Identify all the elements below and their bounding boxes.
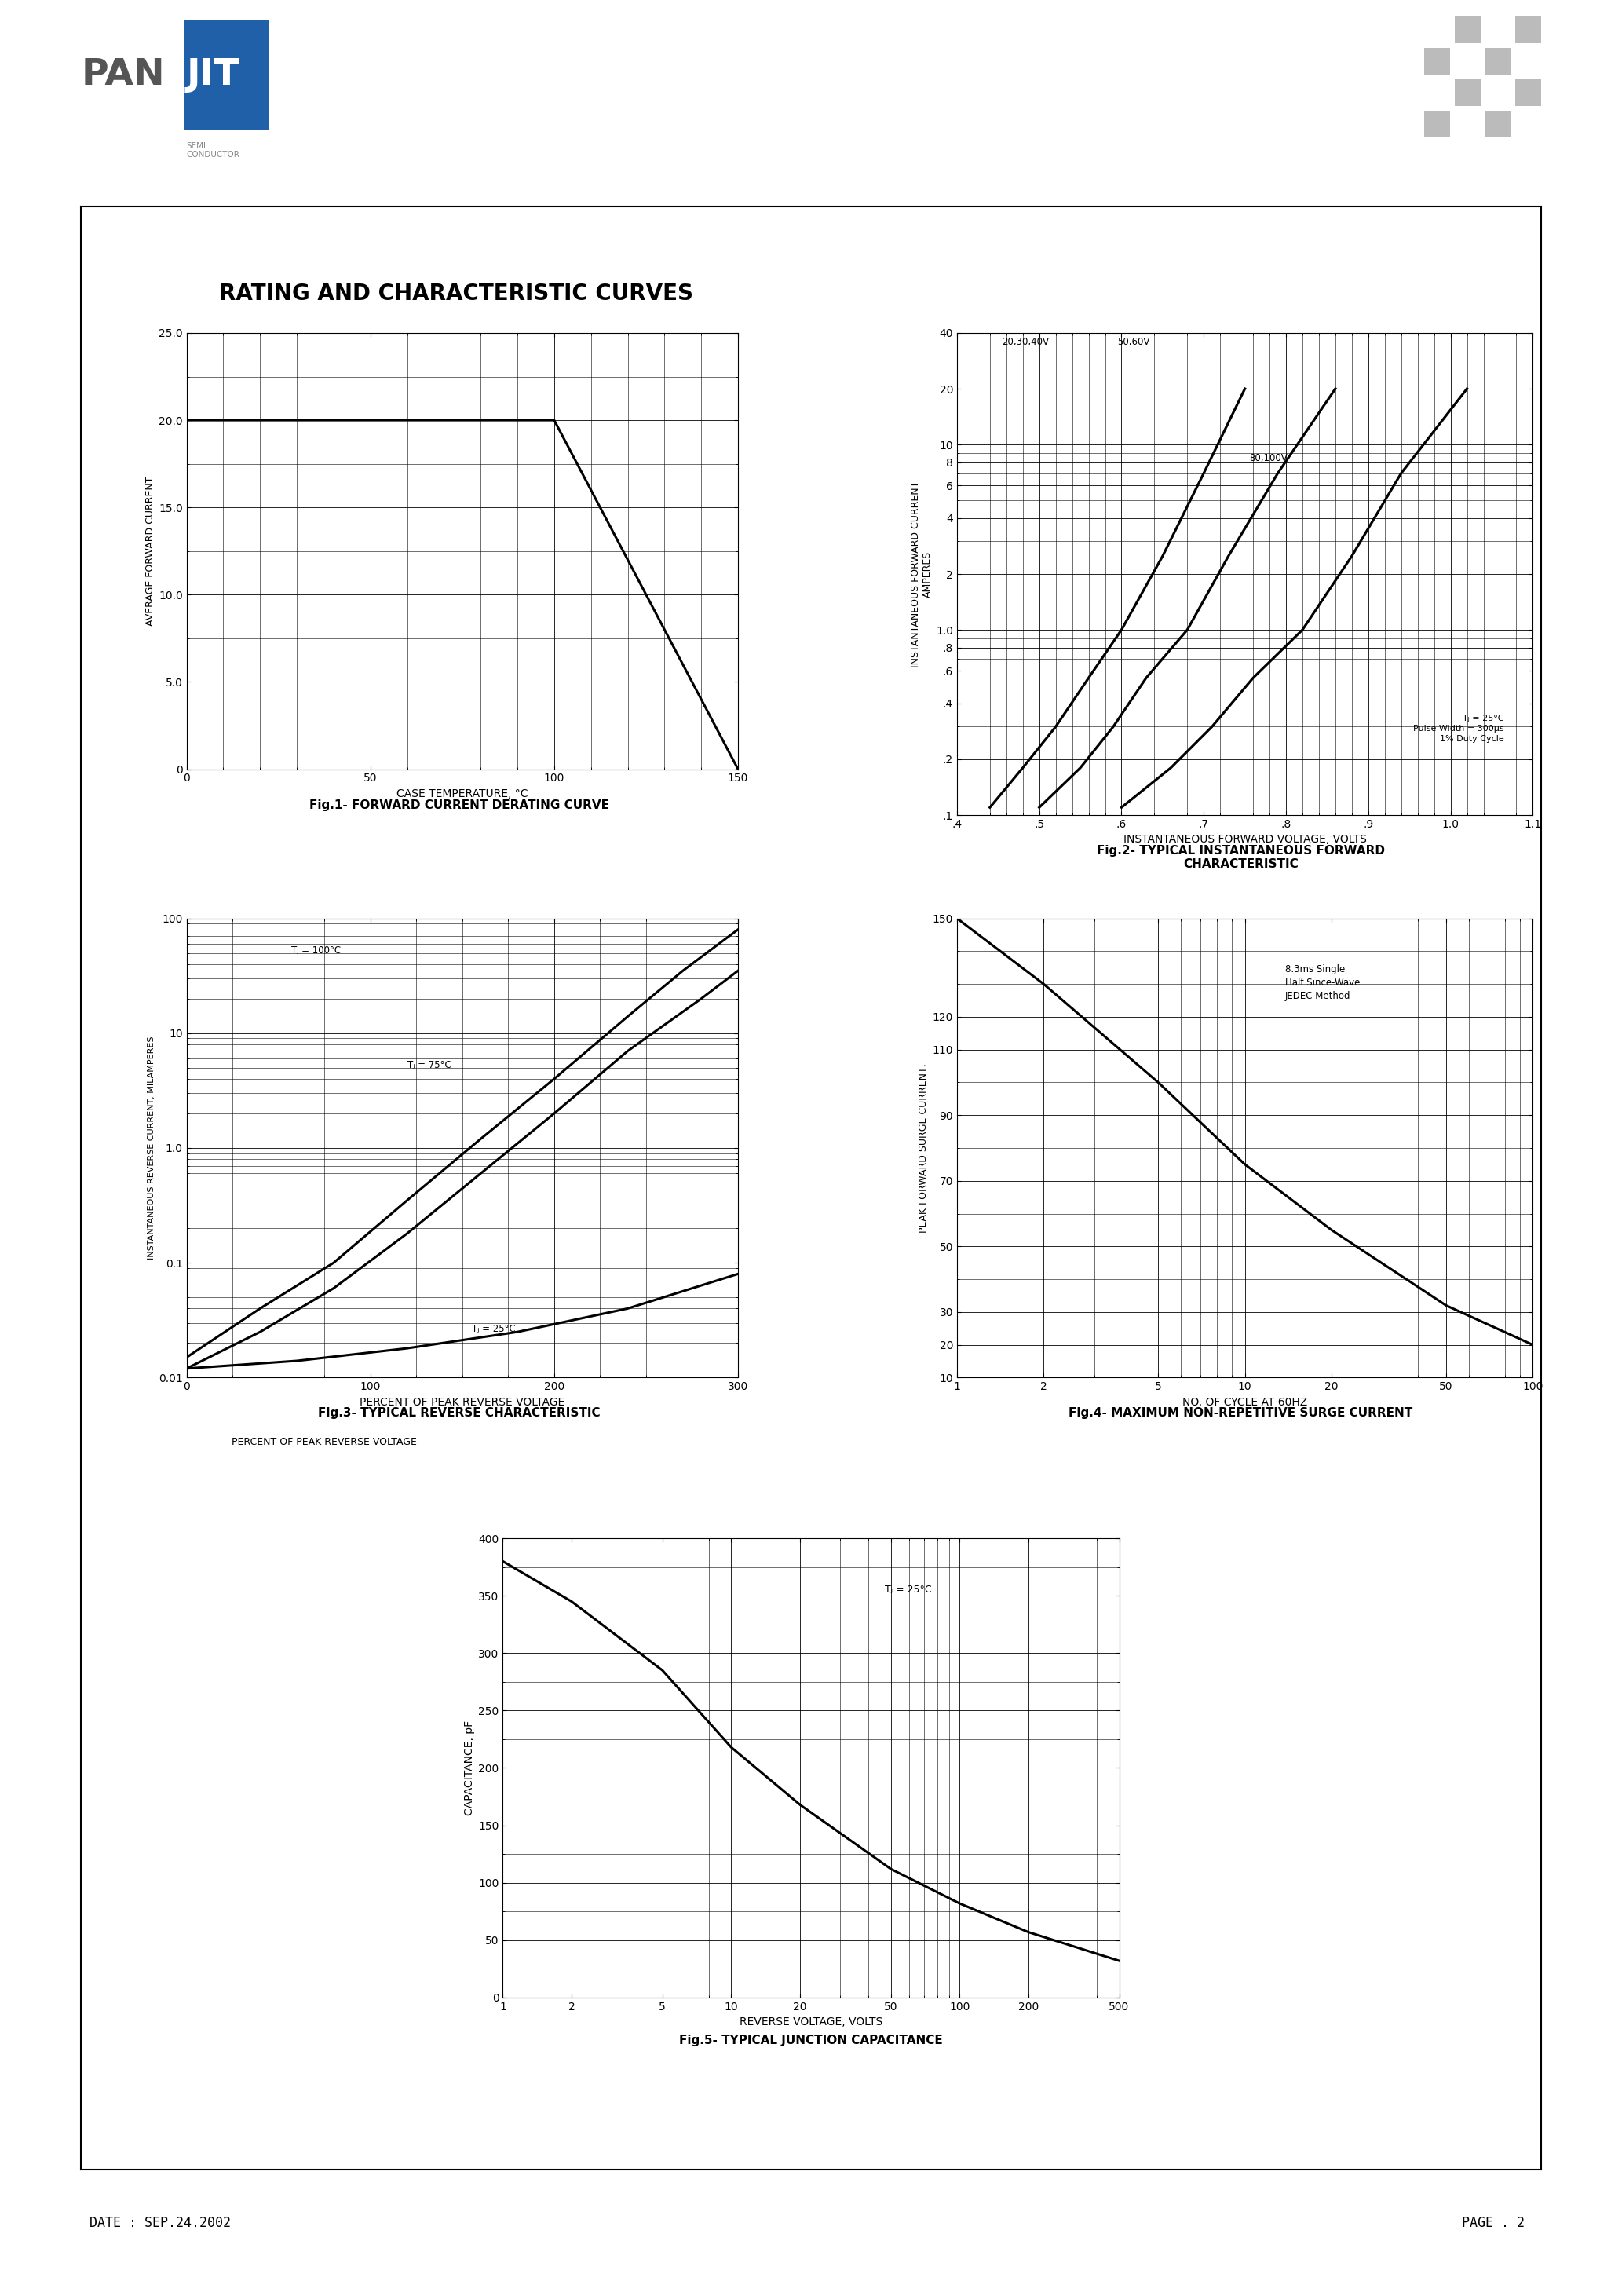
Text: Tⱼ = 25°C: Tⱼ = 25°C: [886, 1584, 931, 1593]
X-axis label: CASE TEMPERATURE, °C: CASE TEMPERATURE, °C: [396, 788, 529, 799]
Text: Tⱼ = 25°C
Pulse Width = 300μs
1% Duty Cycle: Tⱼ = 25°C Pulse Width = 300μs 1% Duty Cy…: [1413, 714, 1504, 744]
X-axis label: REVERSE VOLTAGE, VOLTS: REVERSE VOLTAGE, VOLTS: [740, 2016, 882, 2027]
Text: PERCENT OF PEAK REVERSE VOLTAGE: PERCENT OF PEAK REVERSE VOLTAGE: [232, 1437, 417, 1446]
Text: 80,100V: 80,100V: [1249, 452, 1288, 464]
FancyBboxPatch shape: [185, 21, 269, 129]
Text: Fig.4- MAXIMUM NON-REPETITIVE SURGE CURRENT: Fig.4- MAXIMUM NON-REPETITIVE SURGE CURR…: [1069, 1407, 1413, 1419]
Text: 50,60V: 50,60V: [1118, 338, 1150, 347]
Bar: [1424, 48, 1450, 73]
Text: Fig.2- TYPICAL INSTANTANEOUS FORWARD
CHARACTERISTIC: Fig.2- TYPICAL INSTANTANEOUS FORWARD CHA…: [1096, 845, 1385, 870]
Y-axis label: AVERAGE FORWARD CURRENT: AVERAGE FORWARD CURRENT: [144, 475, 156, 627]
Y-axis label: CAPACITANCE, pF: CAPACITANCE, pF: [464, 1720, 475, 1816]
Text: DATE : SEP.24.2002: DATE : SEP.24.2002: [89, 2216, 230, 2229]
Text: PAGE . 2: PAGE . 2: [1461, 2216, 1525, 2229]
Bar: [1455, 16, 1481, 44]
Text: Fig.3- TYPICAL REVERSE CHARACTERISTIC: Fig.3- TYPICAL REVERSE CHARACTERISTIC: [318, 1407, 600, 1419]
Bar: [1424, 110, 1450, 138]
Bar: [1515, 80, 1541, 106]
X-axis label: INSTANTANEOUS FORWARD VOLTAGE, VOLTS: INSTANTANEOUS FORWARD VOLTAGE, VOLTS: [1124, 833, 1366, 845]
Bar: [1455, 80, 1481, 106]
Bar: [1486, 48, 1510, 73]
Text: Fig.1- FORWARD CURRENT DERATING CURVE: Fig.1- FORWARD CURRENT DERATING CURVE: [310, 799, 608, 810]
Y-axis label: INSTANTANEOUS REVERSE CURRENT, MILAMPERES: INSTANTANEOUS REVERSE CURRENT, MILAMPERE…: [148, 1035, 156, 1261]
Bar: [1486, 110, 1510, 138]
Y-axis label: INSTANTANEOUS FORWARD CURRENT
AMPERES: INSTANTANEOUS FORWARD CURRENT AMPERES: [910, 480, 933, 668]
Text: SEMI
CONDUCTOR: SEMI CONDUCTOR: [187, 142, 240, 158]
Y-axis label: PEAK FORWARD SURGE CURRENT,: PEAK FORWARD SURGE CURRENT,: [920, 1063, 929, 1233]
Text: Tⱼ = 25°C: Tⱼ = 25°C: [472, 1325, 516, 1334]
Text: Tⱼ = 75°C: Tⱼ = 75°C: [407, 1061, 451, 1070]
Text: Tⱼ = 100°C: Tⱼ = 100°C: [292, 946, 341, 955]
Text: PAN: PAN: [81, 57, 165, 92]
Text: RATING AND CHARACTERISTIC CURVES: RATING AND CHARACTERISTIC CURVES: [219, 282, 693, 305]
Bar: [1515, 16, 1541, 44]
Text: Fig.5- TYPICAL JUNCTION CAPACITANCE: Fig.5- TYPICAL JUNCTION CAPACITANCE: [680, 2034, 942, 2046]
Text: 20,30,40V: 20,30,40V: [1002, 338, 1049, 347]
X-axis label: PERCENT OF PEAK REVERSE VOLTAGE: PERCENT OF PEAK REVERSE VOLTAGE: [360, 1396, 564, 1407]
Text: 8.3ms Single
Half Since-Wave
JEDEC Method: 8.3ms Single Half Since-Wave JEDEC Metho…: [1285, 964, 1361, 1001]
Text: JIT: JIT: [187, 57, 238, 92]
X-axis label: NO. OF CYCLE AT 60HZ: NO. OF CYCLE AT 60HZ: [1182, 1396, 1307, 1407]
